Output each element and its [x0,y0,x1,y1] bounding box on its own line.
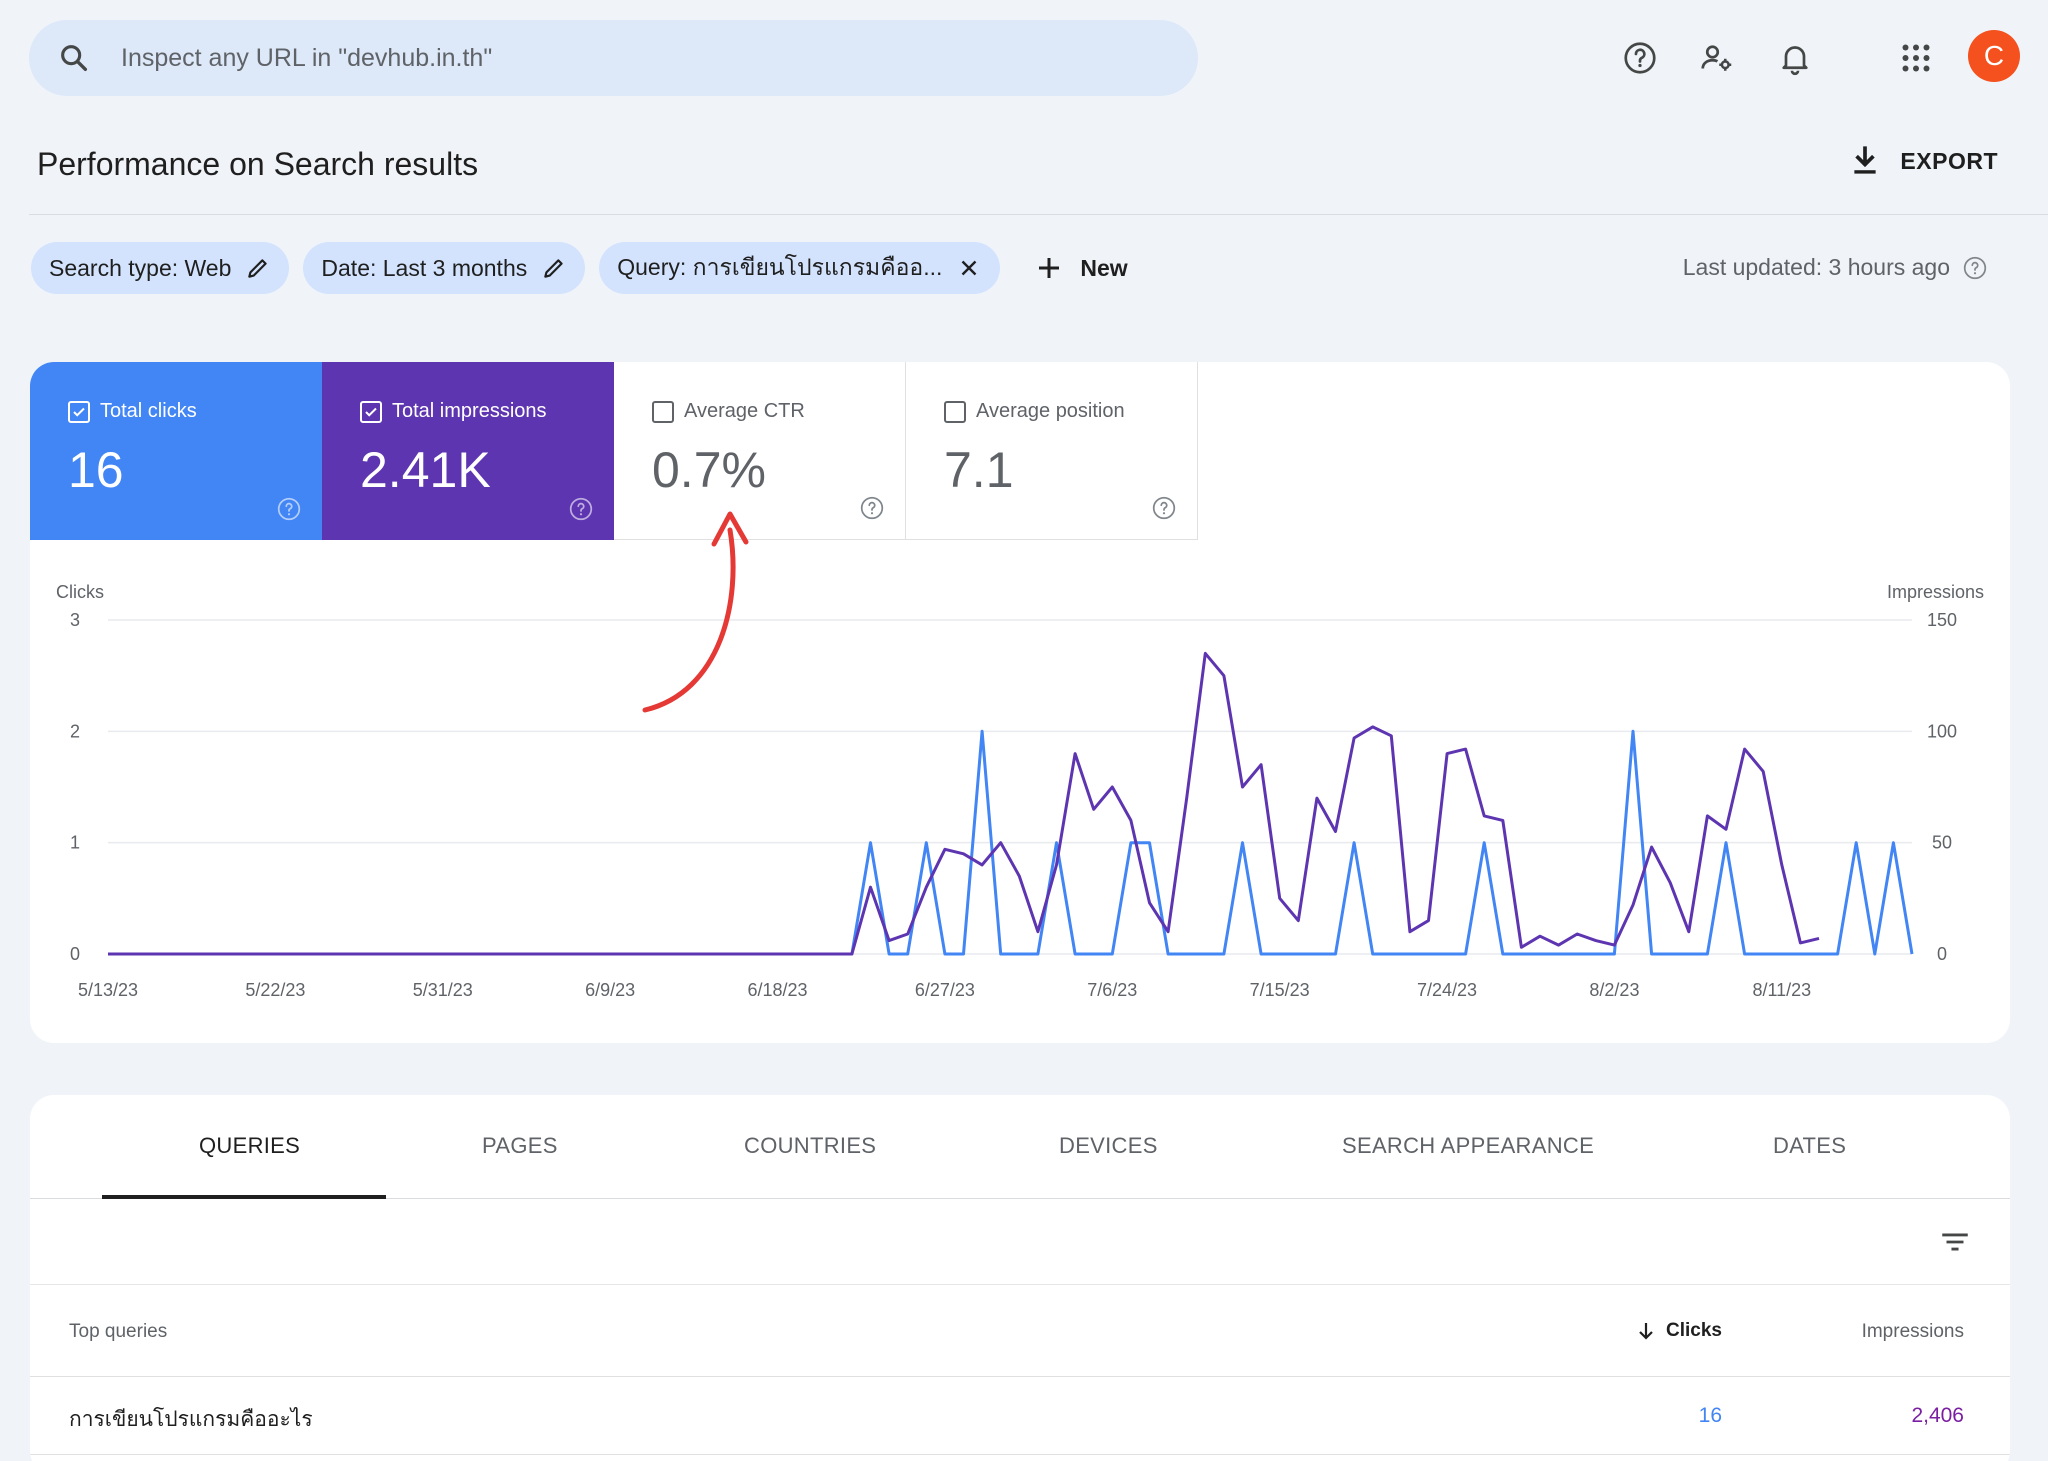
plus-icon [1039,258,1060,278]
table-filter-row [30,1199,2010,1285]
x-tick-label: 6/27/23 [915,980,975,1000]
filter-bar: Search type: Web Date: Last 3 months Que… [31,242,1128,294]
new-filter-button[interactable]: New [1034,253,1128,283]
tab-dates[interactable]: DATES [1773,1133,1847,1158]
help-icon[interactable] [1151,495,1177,521]
checkbox-unchecked-icon[interactable] [652,400,674,423]
right-tick-label: 50 [1932,833,1952,853]
left-tick-label: 1 [70,833,80,853]
checkbox-checked-icon[interactable] [68,400,90,423]
x-tick-label: 5/31/23 [413,980,473,1000]
metric-value: 0.7% [652,442,766,498]
search-icon[interactable] [57,41,91,75]
dimension-tabs: QUERIES PAGES COUNTRIES DEVICES SEARCH A… [30,1095,2010,1199]
table-header: Top queries Clicks Impressions [30,1285,2010,1377]
apps-grid-icon[interactable] [1896,38,1936,78]
account-avatar[interactable]: C [1968,30,2020,82]
header-impressions[interactable]: Impressions [1861,1321,1964,1342]
arrow-down-icon [1639,1323,1653,1340]
edit-pencil-icon[interactable] [541,255,567,281]
tab-countries[interactable]: COUNTRIES [744,1133,877,1158]
last-updated-text: Last updated: 3 hours ago [1682,254,1950,280]
header-clicks-sort[interactable]: Clicks [1634,1319,1722,1343]
x-tick-label: 8/11/23 [1752,980,1811,1000]
metric-value: 16 [68,442,124,498]
metric-value: 7.1 [944,442,1014,498]
left-axis-label: Clicks [56,582,104,602]
x-tick-label: 8/2/23 [1589,980,1639,1000]
notifications-bell-icon[interactable] [1775,38,1815,78]
metric-label: Total clicks [100,400,197,422]
chip-query[interactable]: Query: การเขียนโปรแกรมคืออ... [599,242,1001,294]
x-tick-label: 6/9/23 [585,980,635,1000]
left-tick-label: 0 [70,944,80,964]
query-cell: การเขียนโปรแกรมคืออะไร [69,1408,313,1431]
active-tab-indicator [102,1195,386,1199]
impressions-cell: 2,406 [1911,1404,1964,1427]
tab-devices[interactable]: DEVICES [1059,1133,1158,1158]
url-inspection-search[interactable]: Inspect any URL in "devhub.in.th" [29,20,1198,96]
right-tick-label: 150 [1927,610,1957,630]
chip-label: Date: Last 3 months [321,254,528,281]
metric-average-position[interactable]: Average position 7.1 [906,362,1198,540]
header-clicks-label: Clicks [1666,1320,1722,1341]
clicks-cell: 16 [1698,1404,1722,1427]
page-title: Performance on Search results [37,146,479,182]
export-label: EXPORT [1900,147,1998,174]
last-updated: Last updated: 3 hours ago [1683,254,1988,281]
tab-queries[interactable]: QUERIES [199,1133,301,1158]
tab-pages[interactable]: PAGES [482,1133,558,1158]
metric-label: Total impressions [392,400,547,422]
metric-label: Average CTR [684,400,805,422]
chip-label: Search type: Web [49,254,232,281]
series-line-impressions [108,651,1820,956]
help-icon[interactable] [568,496,594,522]
metric-value: 2.41K [360,442,491,498]
x-tick-label: 5/13/23 [78,980,138,1000]
chip-date-range[interactable]: Date: Last 3 months [303,242,586,294]
user-settings-icon[interactable] [1697,38,1737,78]
x-tick-label: 7/15/23 [1250,980,1310,1000]
metric-average-ctr[interactable]: Average CTR 0.7% [614,362,906,540]
right-axis-label: Impressions [1887,582,1984,602]
checkbox-unchecked-icon[interactable] [944,400,966,423]
x-tick-label: 5/22/23 [245,980,305,1000]
table-row[interactable]: การเขียนโปรแกรมคืออะไร 16 2,406 [30,1377,2010,1455]
right-tick-label: 100 [1927,721,1957,741]
x-tick-label: 6/18/23 [747,980,807,1000]
edit-pencil-icon[interactable] [245,255,271,281]
left-tick-label: 2 [70,721,80,741]
help-icon[interactable] [1620,38,1660,78]
checkbox-checked-icon[interactable] [360,400,382,423]
new-filter-label: New [1080,254,1128,281]
x-tick-label: 7/24/23 [1417,980,1477,1000]
top-bar: Inspect any URL in "devhub.in.th" C [0,18,2048,98]
performance-chart-card: Total clicks 16 Total impressions 2.41K … [30,362,2010,1043]
header-divider [29,214,2048,215]
right-tick-label: 0 [1937,944,1947,964]
left-tick-label: 3 [70,610,80,630]
x-tick-label: 7/6/23 [1087,980,1137,1000]
chip-search-type[interactable]: Search type: Web [31,242,290,294]
filter-list-icon[interactable] [1938,1225,1972,1259]
metric-total-clicks[interactable]: Total clicks 16 [30,362,322,540]
metric-label: Average position [976,400,1125,422]
help-icon[interactable] [859,495,885,521]
chip-label: Query: การเขียนโปรแกรมคืออ... [617,254,943,280]
help-icon[interactable] [276,496,302,522]
search-input[interactable]: Inspect any URL in "devhub.in.th" [121,43,493,72]
help-icon[interactable] [1962,255,1988,281]
export-button[interactable]: EXPORT [1848,144,1998,178]
dimensions-table-card: QUERIES PAGES COUNTRIES DEVICES SEARCH A… [30,1095,2010,1461]
download-icon [1854,146,1877,174]
tab-search-appearance[interactable]: SEARCH APPEARANCE [1342,1133,1595,1158]
metric-total-impressions[interactable]: Total impressions 2.41K [322,362,614,540]
close-icon[interactable] [956,255,982,281]
header-top-queries: Top queries [69,1321,168,1342]
